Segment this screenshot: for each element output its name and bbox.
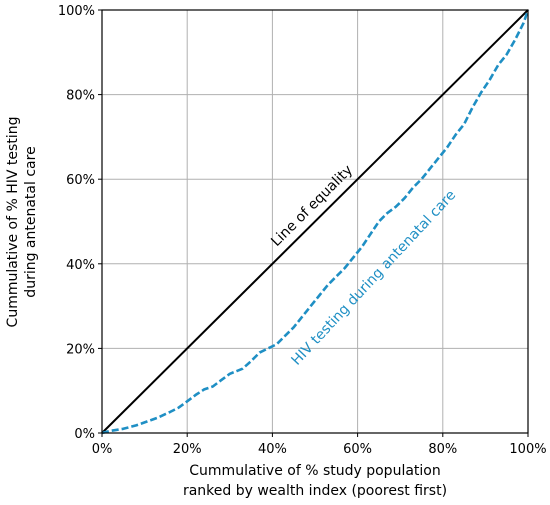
equality-line — [101, 9, 529, 434]
hiv-testing-curve — [101, 9, 530, 435]
y-ticks: 0% 20% 40% 60% 80% 100% — [58, 4, 102, 442]
x-tick-label-2: 40% — [258, 442, 287, 457]
plot-frame — [101, 9, 529, 434]
x-tick-label-5: 100% — [509, 442, 546, 457]
annotation-line-of-equality: Line of equality — [268, 162, 356, 250]
y-tick-label-1: 20% — [66, 342, 95, 357]
x-axis-label-line-1: Cummulative of % study population — [189, 463, 440, 479]
x-tick-label-4: 80% — [428, 442, 457, 457]
y-axis-label-line-2: during antenatal care — [23, 146, 39, 297]
series-lines — [101, 9, 530, 435]
y-tick-label-2: 40% — [66, 258, 95, 273]
x-axis-label-line-2: ranked by wealth index (poorest first) — [183, 483, 447, 499]
y-tick-label-5: 100% — [58, 4, 95, 19]
y-tick-label-0: 0% — [74, 427, 95, 442]
y-tick-label-4: 80% — [66, 89, 95, 104]
x-tick-label-0: 0% — [92, 442, 113, 457]
x-ticks: 0% 20% 40% 60% 80% 100% — [92, 433, 547, 457]
y-axis-label-line-1: Cummulative of % HIV testing — [5, 117, 21, 328]
x-tick-label-1: 20% — [173, 442, 202, 457]
x-tick-label-3: 60% — [343, 442, 372, 457]
y-tick-label-3: 60% — [66, 173, 95, 188]
